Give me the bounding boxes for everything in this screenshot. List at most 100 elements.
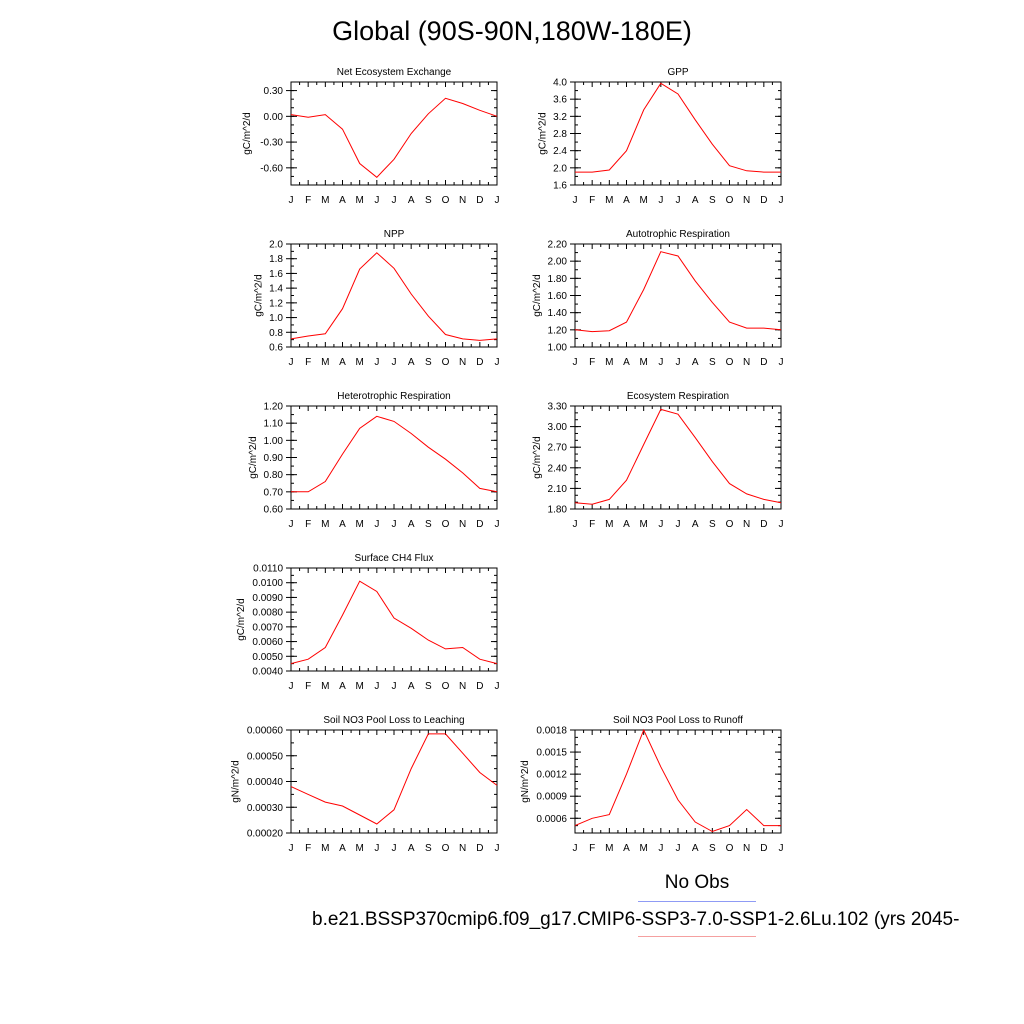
x-tick-label: J — [495, 843, 500, 854]
x-tick-label: D — [476, 195, 483, 206]
x-tick-label: J — [495, 519, 500, 530]
x-tick-label: O — [442, 195, 450, 206]
x-tick-label: F — [589, 843, 595, 854]
panel-title: Surface CH4 Flux — [355, 553, 434, 564]
x-tick-label: A — [339, 681, 346, 692]
y-tick-label: 0.0060 — [252, 637, 283, 648]
x-tick-label: A — [408, 519, 415, 530]
x-tick-label: F — [305, 357, 311, 368]
x-tick-label: A — [623, 195, 630, 206]
x-tick-label: J — [573, 519, 578, 530]
plot-frame — [574, 405, 782, 510]
y-tick-label: 1.80 — [548, 505, 568, 516]
y-tick-label: 2.40 — [548, 463, 568, 474]
plot-frame — [290, 729, 498, 834]
y-tick-label: 3.30 — [548, 402, 568, 413]
y-tick-label: 1.10 — [264, 419, 284, 430]
y-tick-label: 1.2 — [269, 298, 283, 309]
y-axis-label: gC/m^2/d — [248, 436, 259, 479]
y-axis-label: gC/m^2/d — [254, 274, 265, 317]
y-tick-label: 1.00 — [264, 436, 284, 447]
y-tick-label: 1.0 — [269, 313, 283, 324]
x-tick-label: M — [605, 843, 613, 854]
legend: No Obs b.e21.BSSP370cmip6.f09_g17.CMIP6-… — [0, 868, 1024, 948]
x-tick-label: F — [305, 195, 311, 206]
y-tick-label: 1.80 — [548, 274, 568, 285]
panel-title: Net Ecosystem Exchange — [337, 67, 452, 78]
x-tick-label: M — [321, 519, 329, 530]
y-axis-label: gC/m^2/d — [242, 112, 253, 155]
y-tick-label: 0.00020 — [247, 829, 284, 840]
y-tick-label: 0.60 — [264, 505, 284, 516]
x-tick-label: J — [676, 519, 681, 530]
y-tick-label: 4.0 — [553, 78, 567, 89]
x-tick-label: F — [589, 357, 595, 368]
y-tick-label: 1.8 — [269, 254, 283, 265]
x-tick-label: S — [425, 195, 432, 206]
y-tick-label: 0.30 — [264, 86, 284, 97]
x-tick-label: J — [779, 195, 784, 206]
y-axis-label: gC/m^2/d — [538, 112, 549, 155]
x-tick-label: J — [392, 843, 397, 854]
x-tick-label: S — [425, 843, 432, 854]
panel-title: Heterotrophic Respiration — [337, 391, 450, 402]
panel-title: Ecosystem Respiration — [627, 391, 729, 402]
x-tick-label: N — [459, 519, 466, 530]
y-tick-label: 0.0015 — [536, 748, 567, 759]
x-tick-label: F — [305, 519, 311, 530]
series-line — [574, 728, 781, 833]
x-tick-label: O — [442, 681, 450, 692]
y-tick-label: 0.00060 — [247, 726, 284, 737]
y-tick-label: 1.00 — [548, 343, 568, 354]
y-tick-label: 0.0050 — [252, 652, 283, 663]
x-tick-label: F — [589, 195, 595, 206]
y-tick-label: 0.70 — [264, 487, 284, 498]
x-tick-label: M — [355, 357, 363, 368]
plot-frame — [290, 243, 498, 348]
y-tick-label: 1.40 — [548, 308, 568, 319]
x-tick-label: A — [408, 195, 415, 206]
chart-panel-4: J F M A M J J A S O N D J1.001.201.401.601.802.002.2… — [532, 229, 784, 368]
y-tick-label: 0.6 — [269, 343, 283, 354]
y-axis-label: gC/m^2/d — [236, 598, 247, 641]
x-tick-label: J — [779, 843, 784, 854]
x-tick-label: S — [709, 357, 716, 368]
x-tick-label: D — [476, 357, 483, 368]
chart-panel-8: J F M A M J J A S O N D J0.000200.000300.000400.0005… — [230, 715, 499, 854]
x-tick-label: N — [459, 357, 466, 368]
x-tick-label: D — [476, 519, 483, 530]
x-tick-label: M — [639, 843, 647, 854]
y-tick-label: 2.8 — [553, 129, 567, 140]
panel-title: Soil NO3 Pool Loss to Leaching — [323, 715, 464, 726]
series-line — [290, 97, 498, 178]
x-tick-label: S — [709, 195, 716, 206]
panel-title: Soil NO3 Pool Loss to Runoff — [613, 715, 743, 726]
x-tick-label: D — [476, 681, 483, 692]
chart-panel-2: J F M A M J J A S O N D J1.62.02.42.83.23.64.0gC/m^2… — [538, 67, 784, 206]
x-tick-label: D — [760, 519, 767, 530]
x-tick-label: M — [639, 519, 647, 530]
y-tick-label: 2.10 — [548, 484, 568, 495]
x-tick-label: S — [709, 843, 716, 854]
x-tick-label: S — [709, 519, 716, 530]
y-axis-label: gC/m^2/d — [532, 274, 543, 317]
x-tick-label: M — [321, 681, 329, 692]
series-line — [575, 82, 781, 173]
y-tick-label: 3.2 — [553, 112, 567, 123]
plot-frame — [290, 567, 498, 672]
chart-panel-5: J F M A M J J A S O N D J0.600.700.800.901.001.101.2… — [248, 391, 500, 530]
y-tick-label: 0.8 — [269, 328, 283, 339]
y-tick-label: 0.00030 — [247, 803, 284, 814]
panel-title: GPP — [667, 67, 688, 78]
plot-frame — [574, 729, 782, 834]
x-tick-label: M — [639, 195, 647, 206]
y-tick-label: 2.70 — [548, 443, 568, 454]
y-tick-label: 2.20 — [548, 240, 568, 251]
x-tick-label: N — [743, 519, 750, 530]
y-tick-label: 1.20 — [548, 325, 568, 336]
plot-frame — [290, 81, 498, 186]
x-tick-label: O — [726, 843, 734, 854]
x-tick-label: J — [289, 843, 294, 854]
x-tick-label: N — [459, 681, 466, 692]
